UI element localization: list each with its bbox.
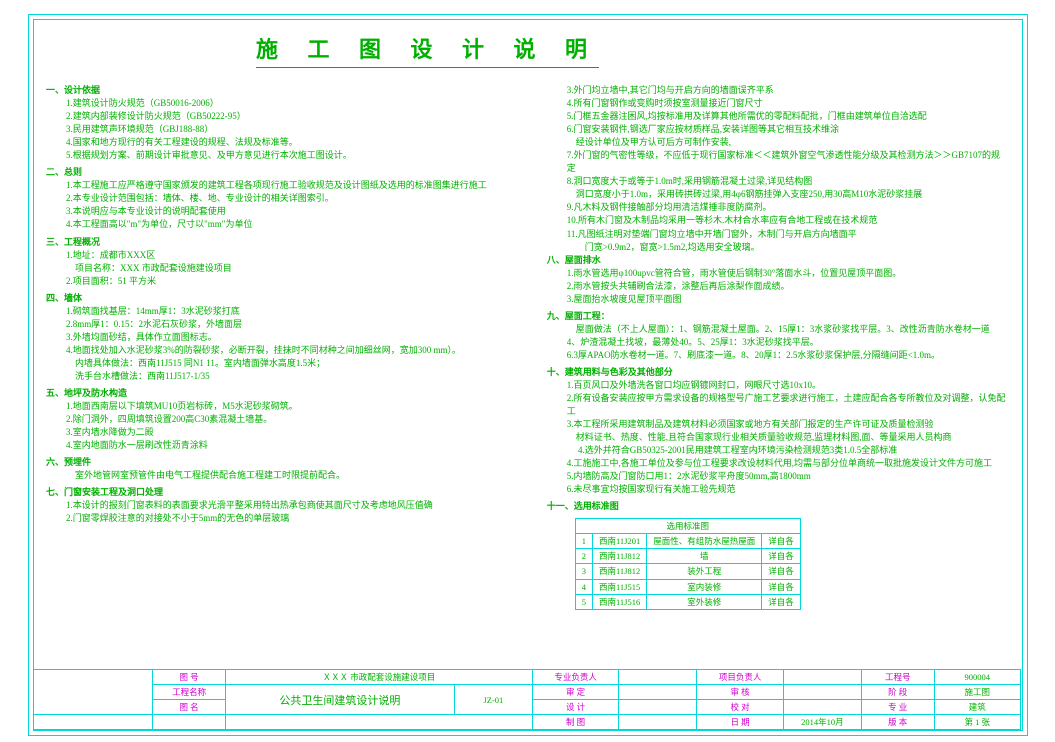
s3-i3: 2.项目面积：51 平方米 (66, 275, 508, 288)
s5-i1: 1.地面西南层以下填筑MU10页岩标砖，M5水泥砂浆砌筑。 (66, 400, 508, 413)
s1-i2: 2.建筑内部装修设计防火规范（GB50222-95） (66, 110, 508, 123)
s1-i5: 5.根据规划方案、前期设计审批意见、及甲方意见进行本次施工图设计。 (66, 149, 508, 162)
s4-i6: 内墙具体做法：西南11J515 同N1 11。室内墙面弹水高度1.5米； (66, 357, 508, 370)
tb-num: 900004 (934, 670, 1020, 685)
s9-i1: 屋面做法（不上人屋面）：1、钢筋混凝土屋面。2、15厚1：3水浆砂浆找平层。3、… (567, 323, 1009, 336)
s4-i3: 3.外墙均面砂结，具体作立面图标志。 (66, 331, 508, 344)
s10-i7: 5.内墙防高及门窗防口用1：2水泥砂浆平舟度50mm,高1800mm (567, 470, 1009, 483)
s8-i2: 2.雨水管按头共辅刷合法漆，涂整后再后涂梨作面成绩。 (567, 280, 1009, 293)
s8-i3: 3.屋面抬水坡度见屋顶平面图 (567, 293, 1009, 306)
tb-l3: 图 名 (180, 702, 199, 712)
r9: 9.凡木料及钢件接触部分均用清洁煤捶非度防腐剂。 (567, 201, 1009, 214)
r4: 6.门窗安装钢件,钢选厂家应按材质样品,安装详图等其它相互技术维涂 (567, 123, 1009, 136)
two-columns: 一、设计依据 1.建筑设计防火规范（GB50016-2006） 2.建筑内部装修… (46, 84, 1009, 614)
tb-l10: 设 计 (566, 702, 585, 712)
tb-l7: 审 定 (566, 687, 585, 697)
s1-i1: 1.建筑设计防火规范（GB50016-2006） (66, 97, 508, 110)
s8-i1: 1.雨水管选用φ100upvc管符合管，雨水管使后钢制30°落面水斗，位置见屋顶… (567, 267, 1009, 280)
drawing-sheet: 施 工 图 设 计 说 明 一、设计依据 1.建筑设计防火规范（GB50016-… (0, 0, 1055, 742)
sec11-hd: 十一、选用标准图 (547, 500, 1009, 513)
tb-l9: 阶 段 (888, 687, 907, 697)
tb-l5: 项目负责人 (719, 672, 762, 682)
tb-l14: 日 期 (731, 717, 750, 727)
s10-i1: 1.百页风口及外墙洗各窗口均应钢镀网封口，网眼尺寸选10x10。 (567, 379, 1009, 392)
s9-i2: 4、炉渣混凝土找坡，最薄处40。5、25厚1：3水泥砂浆找平层。 (567, 336, 1009, 349)
tb-date: 2014年10月 (783, 715, 861, 730)
s4-i4: 4.地面找处加入水泥砂浆3%的防裂砂浆，必断开裂，挂抹时不同材种之间加细丝网，宽… (66, 344, 508, 357)
s10-i4: 材料证书、热度、性能,且符合国家现行业相关质量验收规范,监理材料图,面、等量采用… (567, 431, 1009, 444)
s2-i1: 1.本工程施工应严格遵守国家颁发的建筑工程各项现行施工验收规范及设计图纸及选用的… (66, 179, 508, 192)
tb-proj: ＸＸＸ 市政配套设施建设项目 (225, 670, 532, 685)
content-area: 施 工 图 设 计 说 明 一、设计依据 1.建筑设计防火规范（GB50016-… (46, 30, 1009, 670)
s10-i8: 6.未尽事宜均按国家现行有关施工验先规范 (567, 483, 1009, 496)
s2-i3: 3.本说明应与本专业设计的说明配套使用 (66, 205, 508, 218)
r1: 3.外门均立墙中,其它门均与开启方向的墙面误齐平系 (567, 84, 1009, 97)
r3: 5.门框五金器注困风,均按标准用及详算其他所需优的零配料配批，门框由建筑单位自洽… (567, 110, 1009, 123)
tb-dwg: JZ-01 (454, 685, 532, 715)
sec7-hd: 七、门窗安装工程及洞口处理 (46, 486, 508, 499)
s4-i7: 洗手台水槽做法：西南11J517-1/35 (66, 370, 508, 383)
r11: 11.凡图纸注明对垫端门窗均立墙中开墙门窗外，木制门与开启方向墙面平 (567, 228, 1009, 241)
r12: 门宽>0.9m2，窗宽>1.5m2,均选用安全玻璃。 (567, 241, 1009, 254)
sec8-hd: 八、屋面排水 (547, 254, 1009, 267)
sec9-hd: 九、屋面工程： (547, 310, 1009, 323)
sec3-hd: 三、工程概况 (46, 236, 508, 249)
r2: 4.所有门窗钢作或变购时须按室测量接近门窗尺寸 (567, 97, 1009, 110)
sec4-hd: 四、墙体 (46, 292, 508, 305)
left-column: 一、设计依据 1.建筑设计防火规范（GB50016-2006） 2.建筑内部装修… (46, 84, 508, 614)
tb-l2: 工程名称 (172, 687, 206, 697)
tb-l13: 制 图 (566, 717, 585, 727)
s5-i4: 4.室内地面防水一层刷改性沥青涂料 (66, 439, 508, 452)
tb-l6: 工程号 (885, 672, 911, 682)
tb-l4: 专业负责人 (554, 672, 597, 682)
tb-name: 公共卫生间建筑设计说明 (225, 685, 454, 715)
sec1-hd: 一、设计依据 (46, 84, 508, 97)
r8: 洞口宽度小于1.0m，采用砖拱砖过梁,用4φ6钢筋挂弹入支座250,用30高M1… (567, 188, 1009, 201)
sec6-hd: 六、预埋件 (46, 456, 508, 469)
r5: 经设计单位及甲方认可后方可制作安装, (567, 136, 1009, 149)
sec10-hd: 十、建筑用料与色彩及其他部分 (547, 366, 1009, 379)
s10-i6: 4.工施施工中,各施工单位及参与位工程要求改设材料代用,均需与部分位单商统一取批… (567, 457, 1009, 470)
s4-i1: 1.砌筑面找基层：14mm厚1：3水泥砂浆打底 (66, 305, 508, 318)
s1-i4: 4.国家和地方现行的有关工程建设的规程、法规及标准等。 (66, 136, 508, 149)
s2-i4: 4.本工程面高以"m"为单位，尺寸以"mm"为单位 (66, 218, 508, 231)
tb-stage: 施工图 (934, 685, 1020, 700)
r6: 7.外门窗的气密性等级，不应低于现行国家标准＜＜建筑外窗空气渗透性能分级及其检测… (567, 149, 1009, 175)
s2-i2: 2.本专业设计范围包括：墙体、楼、地、专业设计的相关详图索引。 (66, 192, 508, 205)
r10: 10.所有木门窗及木制品均采用一等杉木.木材合水率应有合地工程或在技术规范 (567, 214, 1009, 227)
tb-disc: 建筑 (934, 700, 1020, 715)
s10-i5: 4.选外并符合GB50325-2001民用建筑工程室内环境污染检测规范3类1.0… (567, 444, 1009, 457)
main-title: 施 工 图 设 计 说 明 (46, 30, 1009, 68)
title-block: 图 号 ＸＸＸ 市政配套设施建设项目 专业负责人 项目负责人 工程号 900004… (33, 669, 1021, 729)
s10-i2: 2.所有设备安装应按甲方需求设备的规格型号广施工艺要求进行施工，土建应配合各专所… (567, 392, 1009, 418)
s7-i1: 1.本设计的报刻门窗表料的表面要求光滑平整采用特出热承包商使其面尺寸及考虑地风压… (66, 499, 508, 512)
tb-l12: 专 业 (888, 702, 907, 712)
sec2-hd: 二、总则 (46, 166, 508, 179)
s3-i1: 1.地址：成都市XXX区 (66, 249, 508, 262)
s5-i3: 3.室内墙水降做为二殿 (66, 426, 508, 439)
std-th: 选用标准图 (575, 518, 800, 533)
s3-i2: 项目名称：XXX 市政配套设施建设项目 (66, 262, 508, 275)
title-text: 施 工 图 设 计 说 明 (256, 32, 599, 68)
sec5-hd: 五、地坪及防水构造 (46, 387, 508, 400)
tb-l1: 图 号 (180, 672, 199, 682)
tb-stamp-cell (34, 670, 153, 715)
tb-l11: 校 对 (731, 702, 750, 712)
s6-i1: 室外地管网室预管件由电气工程提供配合施工程建工时限提前配合。 (66, 469, 508, 482)
titleblock-table: 图 号 ＸＸＸ 市政配套设施建设项目 专业负责人 项目负责人 工程号 900004… (33, 669, 1021, 730)
tb-l15: 版 本 (888, 717, 907, 727)
tb-sheet: 第 1 张 (934, 715, 1020, 730)
s10-i3: 3.本工程所采用建筑制品及建筑材料必须国家或地方有关部门报定的生产许可证及质量检… (567, 418, 1009, 431)
s5-i2: 2.除门洞外，四周填筑设置200高C30素混凝土墙基。 (66, 413, 508, 426)
s4-i2: 2.8mm厚1：0.15：2水泥石灰砂浆，外墙面层 (66, 318, 508, 331)
r7: 8.洞口宽度大于或等于1.0m时,采用钢筋混凝土过梁,详见结构图 (567, 175, 1009, 188)
s7-i2: 2.门窗零焊胶注意的对接处不小于5mm的无色的单层玻璃 (66, 512, 508, 525)
right-column: 3.外门均立墙中,其它门均与开启方向的墙面误齐平系 4.所有门窗钢作或变购时须按… (547, 84, 1009, 614)
s1-i3: 3.民用建筑声环境规范（GBJ188-88） (66, 123, 508, 136)
standards-table: 选用标准图 1西南11J201屋面性、有组防水屋热屋面详自各2西南11J812墙… (575, 518, 801, 611)
s9-i3: 6.3厚APAO防水卷材一道。7、刷底漆一道。8、20厚1：2.5水浆砂浆保护层… (567, 349, 1009, 362)
tb-l8: 审 核 (731, 687, 750, 697)
